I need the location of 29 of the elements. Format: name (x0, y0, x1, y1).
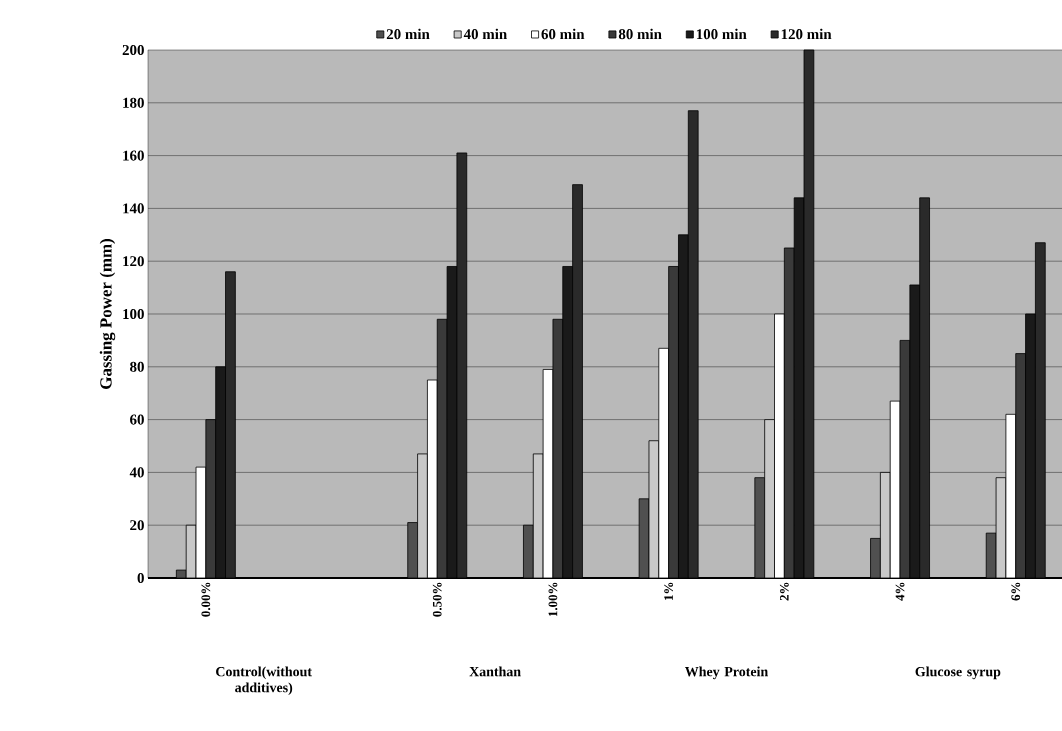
x-tick-label: 0.50% (432, 582, 442, 617)
y-tick-label: 120 (123, 256, 144, 267)
y-tick-label: 100 (123, 308, 144, 320)
y-tick-label: 0 (137, 572, 144, 584)
y-tick-label: 200 (122, 44, 144, 56)
legend-label: 60 min (541, 28, 585, 40)
x-tick-label: 6% (1011, 582, 1021, 601)
text: Xanthan (469, 666, 521, 677)
x-tick-label: 4% (895, 582, 905, 601)
legend-label: 40 min (463, 28, 507, 40)
legend-label: 20 min (386, 28, 430, 40)
x-tick-label: 1% (664, 582, 674, 600)
text: Glucose syrup (915, 666, 1001, 680)
y-tick-label: 160 (123, 150, 144, 161)
legend-label: 80 min (618, 28, 662, 40)
y-tick-label: 40 (129, 467, 144, 478)
y-tick-label: 180 (123, 97, 144, 108)
y-tick-label: 80 (130, 361, 144, 372)
text: Control(without additives) (216, 666, 312, 696)
legend-label: 120 min (781, 28, 832, 40)
y-tick-label: 60 (130, 414, 144, 425)
text: Whey Protein (684, 666, 769, 680)
x-tick-label: 2% (779, 582, 789, 601)
x-tick-label: 0.00% (201, 582, 211, 617)
y-tick-label: 140 (123, 203, 144, 214)
legend-label: 100 min (696, 28, 747, 40)
y-axis-title: Gassing Power (mm) (99, 239, 116, 389)
y-tick-label: 20 (130, 520, 144, 531)
x-tick-label: 1.00% (548, 582, 558, 617)
